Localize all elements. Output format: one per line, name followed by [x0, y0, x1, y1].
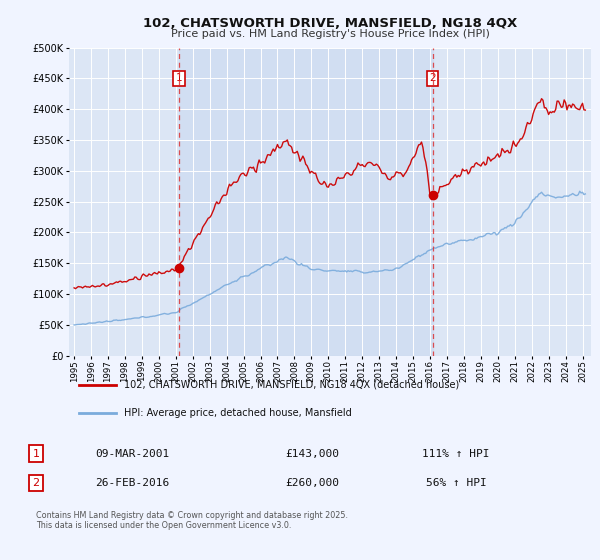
Text: 26-FEB-2016: 26-FEB-2016: [95, 478, 169, 488]
Text: HPI: Average price, detached house, Mansfield: HPI: Average price, detached house, Mans…: [124, 408, 352, 418]
Text: 102, CHATSWORTH DRIVE, MANSFIELD, NG18 4QX (detached house): 102, CHATSWORTH DRIVE, MANSFIELD, NG18 4…: [124, 380, 459, 390]
Text: 2: 2: [32, 478, 40, 488]
Text: 1: 1: [176, 73, 182, 83]
Text: 09-MAR-2001: 09-MAR-2001: [95, 449, 169, 459]
Text: 111% ↑ HPI: 111% ↑ HPI: [422, 449, 490, 459]
Bar: [179, 48, 433, 356]
Text: 1: 1: [32, 449, 40, 459]
Text: Price paid vs. HM Land Registry's House Price Index (HPI): Price paid vs. HM Land Registry's House …: [170, 29, 490, 39]
Text: £260,000: £260,000: [285, 478, 339, 488]
Text: Contains HM Land Registry data © Crown copyright and database right 2025.
This d: Contains HM Land Registry data © Crown c…: [36, 511, 348, 530]
Text: 56% ↑ HPI: 56% ↑ HPI: [425, 478, 487, 488]
Text: £143,000: £143,000: [285, 449, 339, 459]
Text: 102, CHATSWORTH DRIVE, MANSFIELD, NG18 4QX: 102, CHATSWORTH DRIVE, MANSFIELD, NG18 4…: [143, 17, 517, 30]
Text: 2: 2: [429, 73, 436, 83]
